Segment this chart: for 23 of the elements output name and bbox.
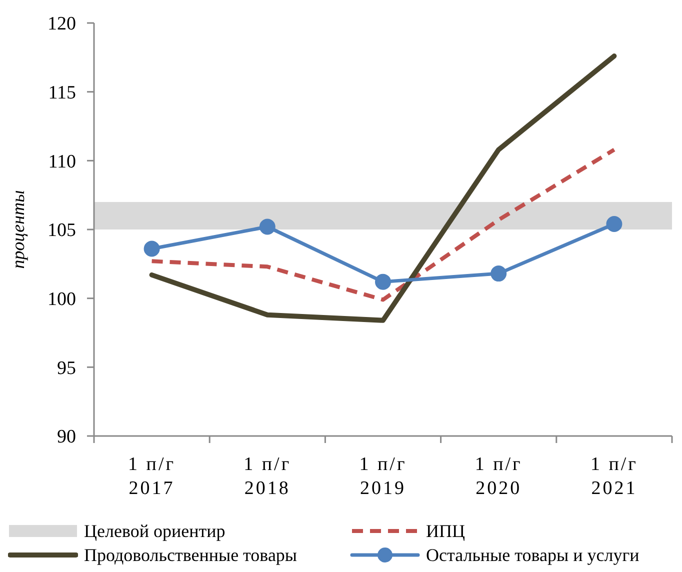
point: [606, 216, 622, 232]
y-axis-title: проценты: [8, 190, 28, 269]
line-series: [150, 148, 616, 302]
x-tick-label: 1 п/г 2017: [128, 454, 176, 499]
x-tick-label: 1 п/г 2018: [244, 454, 292, 499]
y-tick-label: 95: [57, 358, 76, 379]
y-tick-label: 90: [57, 426, 76, 448]
point: [144, 240, 160, 257]
x-tick-label: 1 п/г 2019: [359, 454, 407, 499]
y-tick-label: 115: [48, 82, 76, 104]
y-tick-label: 110: [48, 151, 76, 172]
x-tick-label: 1 п/г 2020: [474, 454, 522, 499]
x-tick-label: 1 п/г 2021: [590, 454, 638, 499]
legend-label: ИПЦ: [426, 520, 465, 542]
point: [490, 266, 507, 282]
y-tick-label: 100: [48, 289, 76, 310]
legend-label: Остальные товары и услуги: [426, 544, 640, 566]
legend-label: Продовольственные товары: [84, 544, 298, 566]
point: [259, 218, 276, 235]
point: [375, 274, 391, 290]
legend-label: Целевой ориентир: [84, 520, 226, 542]
y-tick-label: 120: [48, 14, 76, 35]
y-tick-label: 105: [48, 220, 76, 242]
